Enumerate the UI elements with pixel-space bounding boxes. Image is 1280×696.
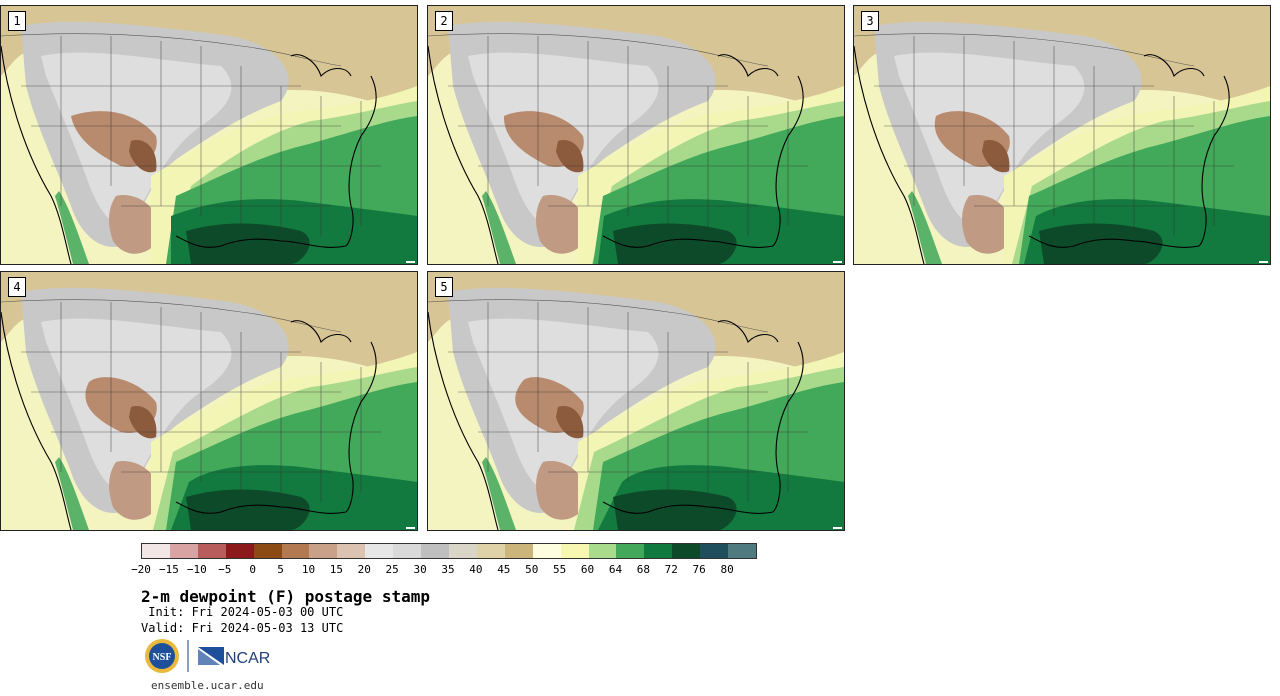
colorbar-tick-label: 30: [413, 563, 427, 576]
colorbar-tick-label: 10: [301, 563, 316, 576]
colorbar-swatch: [476, 544, 505, 558]
colorbar-swatch: [588, 544, 617, 558]
ensemble-member-panel: 2: [427, 5, 845, 265]
dewpoint-map: [428, 6, 844, 264]
colorbar-swatch: [672, 544, 701, 558]
colorbar-swatch: [337, 544, 366, 558]
colorbar-swatch: [560, 544, 589, 558]
ensemble-member-panel: 5: [427, 271, 845, 531]
svg-text:NSF: NSF: [153, 652, 172, 663]
dewpoint-map: [428, 272, 844, 530]
colorbar-tick-label: −10: [186, 563, 207, 576]
colorbar-tick-label: 64: [608, 563, 623, 576]
colorbar-tick-label: 5: [277, 563, 284, 576]
member-number-label: 4: [8, 277, 26, 297]
colorbar-swatch: [421, 544, 449, 558]
dewpoint-map: [854, 6, 1270, 264]
colorbar-tick-label: 25: [385, 563, 399, 576]
colorbar-swatch: [225, 544, 254, 558]
colorbar-swatch: [616, 544, 645, 558]
ncar-logo: NCAR: [198, 647, 270, 667]
colorbar-tick-label: 68: [636, 563, 650, 576]
colorbar-swatch: [281, 544, 310, 558]
colorbar-tick-label: 15: [329, 563, 343, 576]
dewpoint-map: [1, 272, 417, 530]
colorbar-swatch: [504, 544, 533, 558]
colorbar-swatch: [728, 544, 756, 558]
colorbar-tick-label: −20: [131, 563, 151, 576]
member-number-label: 3: [861, 11, 879, 31]
colorbar-tick-label: 76: [692, 563, 706, 576]
colorbar-tick-label: −15: [158, 563, 179, 576]
colorbar-swatch: [448, 544, 477, 558]
ensemble-member-panel: 3: [853, 5, 1271, 265]
colorbar-tick-label: 55: [553, 563, 567, 576]
colorbar-tick-label: 0: [249, 563, 256, 576]
ensemble-member-panel: 1: [0, 5, 418, 265]
dewpoint-map: [1, 6, 417, 264]
colorbar-swatch: [532, 544, 561, 558]
colorbar-tick-label: 35: [441, 563, 455, 576]
nsf-logo: NSF: [145, 639, 179, 673]
colorbar-tick-label: 60: [580, 563, 595, 576]
chart-title: 2-m dewpoint (F) postage stamp: [141, 587, 430, 606]
colorbar-tick-label: 45: [497, 563, 511, 576]
colorbar-swatch: [253, 544, 282, 558]
colorbar-swatch: [644, 544, 673, 558]
colorbar-swatch: [393, 544, 422, 558]
member-number-label: 2: [435, 11, 453, 31]
colorbar-tick-label: 72: [664, 563, 678, 576]
colorbar-swatch: [700, 544, 729, 558]
colorbar-swatch: [365, 544, 394, 558]
svg-text:NCAR: NCAR: [225, 650, 270, 667]
init-time: Init: Fri 2024-05-03 00 UTC: [141, 605, 344, 619]
colorbar-tick-label: −5: [218, 563, 232, 576]
colorbar-swatch: [169, 544, 198, 558]
colorbar-swatch: [197, 544, 226, 558]
colorbar-tick-label: 80: [720, 563, 734, 576]
member-number-label: 5: [435, 277, 453, 297]
site-url: ensemble.ucar.edu: [151, 679, 264, 692]
logos: NSF NCAR: [144, 637, 284, 675]
colorbar-tick-label: 40: [469, 563, 483, 576]
colorbar: [141, 543, 757, 559]
colorbar-tick-label: 50: [525, 563, 539, 576]
colorbar-tick-label: 20: [357, 563, 371, 576]
member-number-label: 1: [8, 11, 26, 31]
valid-time: Valid: Fri 2024-05-03 13 UTC: [141, 621, 344, 635]
colorbar-ticks: −20 −15 −10 −5 0 5 10 15 20 25 30 35 40 45 50 55 60 64 68 7…: [0, 563, 1280, 577]
ensemble-member-panel: 4: [0, 271, 418, 531]
colorbar-swatch: [309, 544, 338, 558]
colorbar-swatch: [142, 544, 170, 558]
